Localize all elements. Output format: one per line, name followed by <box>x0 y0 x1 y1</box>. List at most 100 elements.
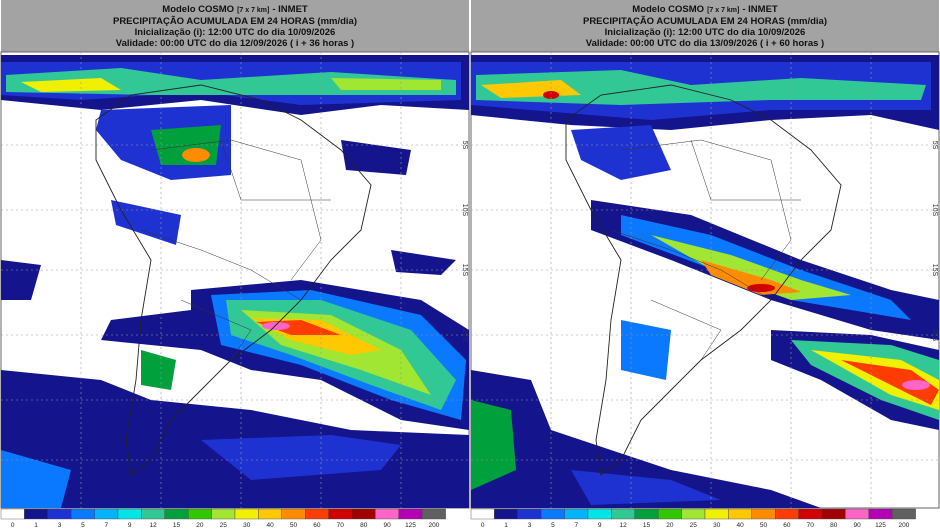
legend-label: 25 <box>220 522 228 529</box>
grid-lines <box>1 52 469 508</box>
legend-swatch <box>141 508 165 520</box>
legend-swatch <box>517 508 542 520</box>
legend-label: 90 <box>853 522 861 529</box>
init-time: Inicialização (i): 12:00 UTC do dia 10/0… <box>135 27 336 38</box>
agency: - INMET <box>272 4 308 15</box>
legend-label: 70 <box>807 522 815 529</box>
legend-swatch <box>234 508 259 520</box>
legend-swatch <box>634 508 659 520</box>
legend-label: 50 <box>290 522 298 529</box>
lat-label: 20S <box>461 329 468 342</box>
legend-label: 1 <box>504 522 508 529</box>
legend-swatch <box>681 508 706 520</box>
legend-swatch <box>564 508 589 520</box>
legend-label: 50 <box>760 522 768 529</box>
legend-swatch <box>187 508 212 520</box>
legend-swatch <box>494 508 518 520</box>
legend-swatch <box>47 508 72 520</box>
legend-swatch <box>657 508 682 520</box>
map-panel: Modelo COSMO [7 x 7 km] - INMETPRECIPITAÇÃ… <box>0 0 470 529</box>
legend-label: 9 <box>598 522 602 529</box>
legend-label: 80 <box>830 522 838 529</box>
header-bg <box>1 0 469 52</box>
map-panel: Modelo COSMO [7 x 7 km] - INMETPRECIPITAÇÃ… <box>470 0 940 529</box>
legend-label: 3 <box>58 522 62 529</box>
legend-swatch <box>375 508 399 520</box>
legend-swatch <box>117 508 142 520</box>
legend-label: 15 <box>173 522 181 529</box>
legend-label: 30 <box>243 522 251 529</box>
legend-label: 200 <box>428 522 439 529</box>
legend-label: 7 <box>574 522 578 529</box>
legend-swatch <box>845 508 869 520</box>
lat-label: 5S <box>461 141 468 150</box>
legend-swatch <box>704 508 729 520</box>
legend-swatch <box>305 508 329 520</box>
lat-label: 5S <box>931 141 938 150</box>
legend-label: 7 <box>104 522 108 529</box>
legend-swatch <box>351 508 376 520</box>
legend-swatch <box>398 508 423 520</box>
legend-swatch <box>470 508 495 520</box>
legend-swatch <box>868 508 893 520</box>
legend-label: 70 <box>337 522 345 529</box>
legend-swatch <box>821 508 846 520</box>
grid-lines <box>471 52 939 508</box>
legend-label: 9 <box>128 522 132 529</box>
legend-label: 200 <box>898 522 909 529</box>
grid-size: [7 x 7 km] <box>707 7 739 14</box>
product-title: PRECIPITAÇÃO ACUMULADA EM 24 HORAS (mm/d… <box>583 16 827 27</box>
model-name: Modelo COSMO <box>162 4 234 15</box>
legend-swatch <box>328 508 353 520</box>
legend-label: 60 <box>313 522 321 529</box>
legend-swatch <box>728 508 752 520</box>
lat-label: 15S <box>931 264 938 277</box>
legend-label: 5 <box>551 522 555 529</box>
legend-label: 12 <box>619 522 627 529</box>
legend-label: 5 <box>81 522 85 529</box>
agency: - INMET <box>742 4 778 15</box>
legend-label: 125 <box>875 522 886 529</box>
lat-label: 15S <box>461 264 468 277</box>
precip-field <box>1 55 469 508</box>
legend-swatch <box>587 508 612 520</box>
legend-label: 25 <box>690 522 698 529</box>
legend-label: 80 <box>360 522 368 529</box>
lat-label: 10S <box>931 204 938 217</box>
lat-label: 10S <box>461 204 468 217</box>
lat-label: 20S <box>931 329 938 342</box>
header-bg <box>471 0 939 52</box>
header-line: Modelo COSMO [7 x 7 km] - INMET <box>632 4 778 15</box>
legend-label: 20 <box>196 522 204 529</box>
legend-label: 30 <box>713 522 721 529</box>
product-title: PRECIPITAÇÃO ACUMULADA EM 24 HORAS (mm/d… <box>113 16 357 27</box>
init-time: Inicialização (i): 12:00 UTC do dia 10/0… <box>605 27 806 38</box>
legend-swatch <box>70 508 95 520</box>
header-line: Modelo COSMO [7 x 7 km] - INMET <box>162 4 308 15</box>
legend-swatch <box>892 508 916 520</box>
legend-swatch <box>164 508 189 520</box>
grid-size: [7 x 7 km] <box>237 7 269 14</box>
legend-swatch <box>798 508 823 520</box>
legend-swatch <box>94 508 119 520</box>
legend-swatch <box>540 508 565 520</box>
legend-label: 0 <box>481 522 485 529</box>
legend-label: 20 <box>666 522 674 529</box>
legend-swatch <box>775 508 799 520</box>
legend-label: 40 <box>736 522 744 529</box>
legend-label: 60 <box>783 522 791 529</box>
legend-swatch <box>211 508 236 520</box>
legend-swatch <box>751 508 776 520</box>
legend-label: 3 <box>528 522 532 529</box>
model-name: Modelo COSMO <box>632 4 704 15</box>
legend-label: 0 <box>11 522 15 529</box>
legend-label: 12 <box>149 522 157 529</box>
legend-swatch <box>258 508 282 520</box>
legend-label: 40 <box>266 522 274 529</box>
legend-label: 15 <box>643 522 651 529</box>
legend-swatch <box>24 508 48 520</box>
valid-time: Validade: 00:00 UTC do dia 12/09/2026 ( … <box>116 38 354 49</box>
legend-label: 90 <box>383 522 391 529</box>
